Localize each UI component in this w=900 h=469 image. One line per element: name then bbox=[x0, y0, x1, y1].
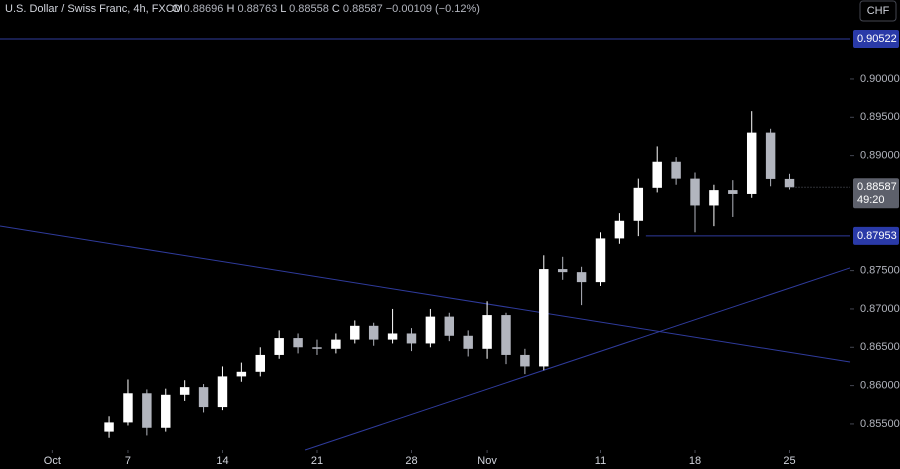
candle-body bbox=[331, 339, 341, 349]
close-label: C bbox=[332, 3, 340, 15]
x-tick-label: 14 bbox=[216, 455, 228, 467]
candle-body bbox=[690, 178, 700, 206]
candle-body bbox=[406, 333, 417, 344]
high-label: H bbox=[226, 3, 234, 15]
currency-label[interactable]: CHF bbox=[867, 5, 890, 17]
low-label: L bbox=[280, 3, 286, 15]
open-value: 0.88696 bbox=[184, 3, 224, 15]
candle-body bbox=[576, 272, 587, 283]
candle-body bbox=[557, 269, 568, 273]
y-tick-label: 0.87500 bbox=[860, 265, 900, 277]
x-tick-label: 7 bbox=[125, 455, 131, 467]
candle-body bbox=[293, 338, 303, 348]
x-tick-label: 11 bbox=[595, 455, 606, 467]
candle-body bbox=[652, 161, 662, 188]
last-price-box bbox=[853, 178, 899, 209]
candle-body bbox=[198, 387, 209, 408]
x-tick-label: 21 bbox=[311, 455, 323, 467]
x-tick-label: 28 bbox=[405, 455, 417, 467]
candle-body bbox=[444, 316, 455, 336]
x-tick-label: Oct bbox=[44, 455, 61, 467]
candle-body bbox=[784, 178, 795, 188]
candle-body bbox=[142, 393, 152, 428]
candle-body bbox=[709, 190, 719, 206]
x-tick-label: Nov bbox=[477, 455, 497, 467]
high-value: 0.88763 bbox=[237, 3, 277, 15]
x-tick-label: 18 bbox=[689, 455, 701, 467]
candle-body bbox=[539, 269, 549, 367]
candle-body bbox=[350, 325, 360, 340]
chart-title: U.S. Dollar / Swiss Franc, 4h, FXCM bbox=[5, 3, 183, 15]
currency-button[interactable] bbox=[859, 0, 897, 22]
candle-body bbox=[671, 161, 681, 179]
y-tick-label: 0.86000 bbox=[860, 380, 900, 392]
y-tick-label: 0.85500 bbox=[860, 418, 900, 430]
candle-body bbox=[595, 238, 606, 283]
y-tick-label: 0.86500 bbox=[860, 341, 900, 353]
candle-body bbox=[520, 354, 530, 367]
candle-body bbox=[104, 422, 114, 432]
close-value: 0.88587 bbox=[343, 3, 383, 15]
candle-body bbox=[274, 338, 284, 355]
trend-line bbox=[304, 267, 851, 451]
candle-body bbox=[463, 335, 473, 349]
y-tick-label: 0.89500 bbox=[860, 111, 900, 123]
trend-line bbox=[0, 225, 851, 363]
x-tick-label: 25 bbox=[783, 455, 795, 467]
low-value: 0.88558 bbox=[289, 3, 329, 15]
y-tick-label: 0.90000 bbox=[860, 73, 900, 85]
y-tick-label: 0.89000 bbox=[860, 150, 900, 162]
candle-body bbox=[255, 354, 265, 372]
countdown-label: 49:20 bbox=[857, 194, 885, 206]
candle-body bbox=[387, 333, 398, 340]
candle-body bbox=[614, 220, 625, 239]
candle-body bbox=[728, 190, 738, 194]
candle-body bbox=[179, 387, 190, 395]
candle-body bbox=[501, 315, 511, 355]
candle-body bbox=[633, 187, 644, 221]
candle-body bbox=[425, 316, 436, 344]
candle-body bbox=[765, 132, 776, 179]
ohlc-header: O 0.88696 H 0.88763 L 0.88558 C 0.88587 … bbox=[172, 3, 480, 15]
price-line-label-box bbox=[853, 29, 899, 48]
change-percent: (−0.12%) bbox=[435, 3, 480, 15]
last-price-label: 0.88587 bbox=[857, 181, 897, 193]
price-line-label-box bbox=[853, 226, 899, 245]
candle-body bbox=[161, 394, 171, 428]
candle-body bbox=[482, 315, 492, 349]
open-label: O bbox=[172, 3, 181, 15]
price-line-label: 0.87953 bbox=[857, 230, 897, 242]
candle-body bbox=[312, 347, 322, 349]
y-tick-label: 0.87000 bbox=[860, 303, 900, 315]
candle-body bbox=[217, 376, 228, 408]
candle-body bbox=[368, 325, 379, 340]
candle-body bbox=[123, 393, 133, 423]
change-value: −0.00109 bbox=[386, 3, 432, 15]
candle-body bbox=[236, 371, 247, 377]
candle-body bbox=[746, 132, 757, 194]
price-line-label: 0.90522 bbox=[857, 33, 897, 45]
